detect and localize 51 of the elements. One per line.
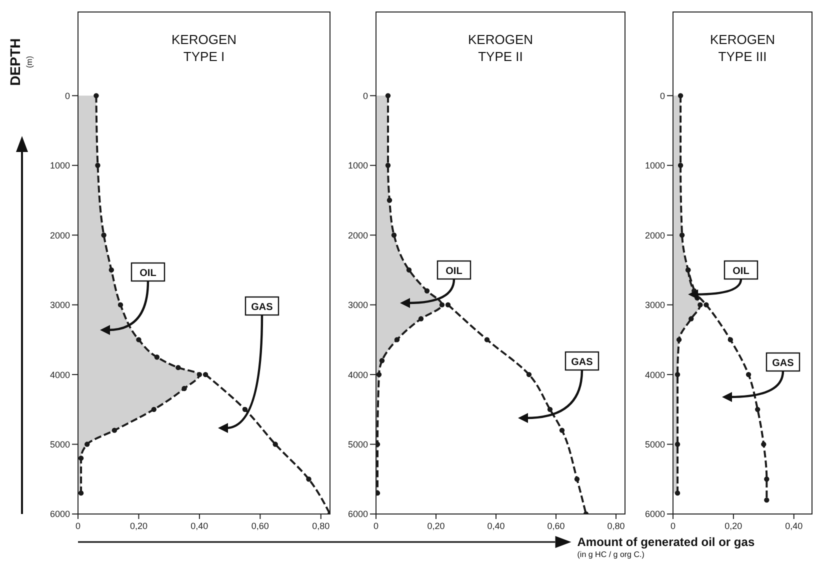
text: KEROGEN TYPE II — [468, 32, 534, 64]
y-tick-label: 6000 — [50, 509, 70, 520]
x-tick-label: 0 — [670, 521, 676, 531]
x-axis-title: Amount of generated oil or gas (in g HC / g org C.) — [577, 535, 755, 559]
annotation: GAS — [251, 302, 274, 313]
y-tick-label: 5000 — [348, 439, 368, 450]
y-tick-label: 2000 — [50, 230, 70, 240]
x-tick-label: 0,60 — [251, 521, 269, 531]
x-tick-label: 0,80 — [607, 521, 625, 531]
annotation: OIL — [732, 266, 750, 277]
y-tick-label: 3000 — [348, 300, 368, 310]
y-tick-label: 3000 — [644, 300, 665, 310]
label-box: GAS — [564, 351, 600, 371]
label-box: GAS — [766, 352, 800, 372]
label-box: OIL — [130, 262, 166, 282]
annotation: OIL — [140, 268, 156, 279]
x-tick-label: 0,40 — [190, 521, 208, 531]
x-tick-label: 0,40 — [487, 521, 505, 531]
x-tick-label: 0,80 — [312, 521, 330, 531]
x-tick-label: 0 — [75, 521, 81, 531]
text: KEROGEN TYPE III — [710, 32, 776, 64]
y-tick-label: 4000 — [50, 370, 70, 380]
x-tick-label: 0,20 — [427, 521, 445, 531]
y-tick-label: 2000 — [644, 230, 665, 240]
x-tick-label: 0,20 — [724, 521, 742, 531]
label-box: GAS — [244, 296, 280, 316]
text: KEROGEN TYPE I — [171, 32, 237, 64]
annotation: OIL — [446, 266, 462, 277]
x-tick-label: 0,60 — [547, 521, 565, 531]
y-tick-label: 5000 — [50, 439, 70, 450]
label-box: OIL — [436, 260, 472, 280]
y-tick-label: 3000 — [50, 300, 70, 310]
x-tick-label: 0 — [373, 521, 379, 531]
label-box: OIL — [724, 260, 758, 280]
y-tick-label: 0 — [660, 90, 665, 101]
y-tick-label: 1000 — [644, 160, 665, 171]
x-tick-label: 0,20 — [130, 521, 148, 531]
annotation: GAS — [571, 357, 594, 368]
y-tick-label: 0 — [64, 90, 70, 101]
y-tick-label: 1000 — [50, 160, 70, 171]
y-tick-label: 1000 — [348, 160, 368, 171]
x-tick-label: 0,40 — [785, 521, 803, 531]
y-tick-label: 6000 — [644, 509, 665, 520]
y-axis-title: DEPTH (m) — [7, 38, 34, 86]
y-tick-label: 5000 — [644, 439, 665, 450]
y-tick-label: 4000 — [644, 370, 665, 380]
y-tick-label: 0 — [362, 90, 368, 101]
y-tick-label: 4000 — [348, 370, 368, 380]
y-tick-label: 6000 — [348, 509, 368, 520]
annotation: GAS — [772, 358, 794, 369]
y-tick-label: 2000 — [348, 230, 368, 240]
